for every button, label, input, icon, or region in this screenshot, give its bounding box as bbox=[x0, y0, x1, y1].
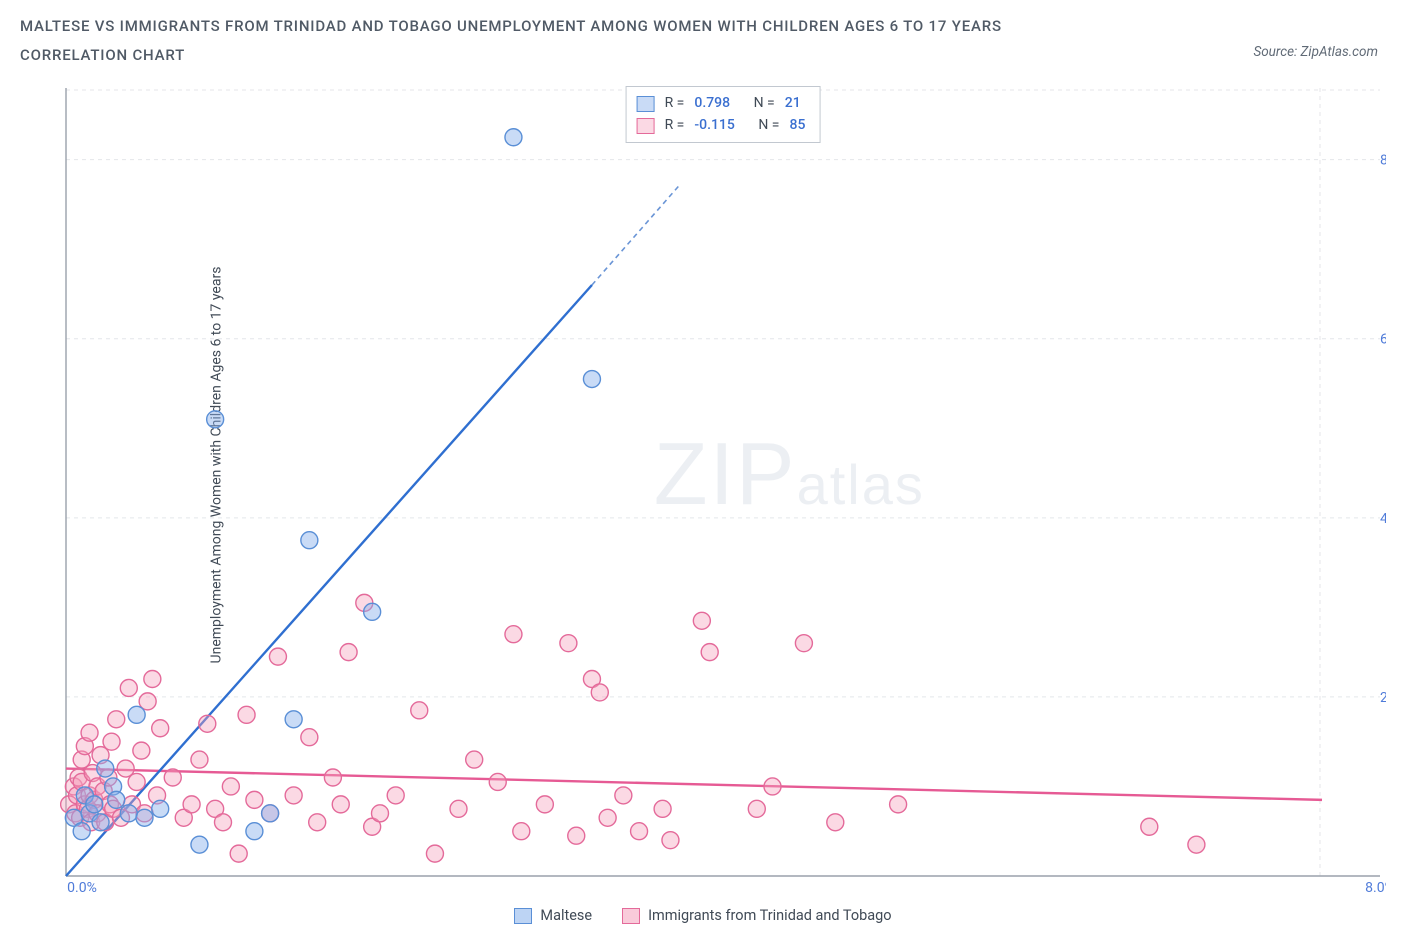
legend-R-label: R = bbox=[665, 93, 685, 115]
series-swatch-maltese bbox=[514, 908, 532, 924]
svg-text:40.0%: 40.0% bbox=[1380, 511, 1386, 527]
chart-header: MALTESE VS IMMIGRANTS FROM TRINIDAD AND … bbox=[0, 0, 1406, 69]
scatter-plot-svg: 20.0% 40.0% 60.0% 80.0% 0.0% 8.0% bbox=[60, 84, 1386, 896]
series-swatch-trinidad bbox=[622, 908, 640, 924]
legend-row-trinidad: R = -0.115 N = 85 bbox=[637, 115, 806, 137]
legend-row-maltese: R = 0.798 N = 21 bbox=[637, 93, 806, 115]
plot-area: 20.0% 40.0% 60.0% 80.0% 0.0% 8.0% R = 0.798 N… bbox=[60, 84, 1386, 896]
legend-N-label: N = bbox=[754, 93, 775, 115]
svg-text:20.0%: 20.0% bbox=[1380, 690, 1386, 706]
chart-title-line1: MALTESE VS IMMIGRANTS FROM TRINIDAD AND … bbox=[20, 12, 1386, 41]
series-label-trinidad: Immigrants from Trinidad and Tobago bbox=[648, 907, 891, 924]
legend-swatch-maltese bbox=[637, 96, 655, 112]
svg-text:0.0%: 0.0% bbox=[67, 880, 97, 896]
legend-N-value-maltese: 21 bbox=[785, 93, 801, 115]
svg-text:60.0%: 60.0% bbox=[1380, 332, 1386, 348]
svg-text:8.0%: 8.0% bbox=[1365, 880, 1386, 896]
correlation-legend: R = 0.798 N = 21 R = -0.115 N = 85 bbox=[626, 86, 821, 143]
legend-R-label: R = bbox=[665, 115, 685, 137]
series-legend: Maltese Immigrants from Trinidad and Tob… bbox=[0, 907, 1406, 924]
legend-N-value-trinidad: 85 bbox=[790, 115, 806, 137]
legend-R-value-maltese: 0.798 bbox=[694, 93, 730, 115]
legend-swatch-trinidad bbox=[637, 118, 655, 134]
legend-R-value-trinidad: -0.115 bbox=[694, 115, 734, 137]
series-legend-trinidad: Immigrants from Trinidad and Tobago bbox=[622, 907, 891, 924]
series-legend-maltese: Maltese bbox=[514, 907, 592, 924]
chart-title-line2: CORRELATION CHART bbox=[20, 41, 1386, 70]
source-attribution: Source: ZipAtlas.com bbox=[1253, 44, 1378, 60]
legend-N-label: N = bbox=[758, 115, 779, 137]
series-label-maltese: Maltese bbox=[540, 907, 592, 924]
svg-text:80.0%: 80.0% bbox=[1380, 153, 1386, 169]
